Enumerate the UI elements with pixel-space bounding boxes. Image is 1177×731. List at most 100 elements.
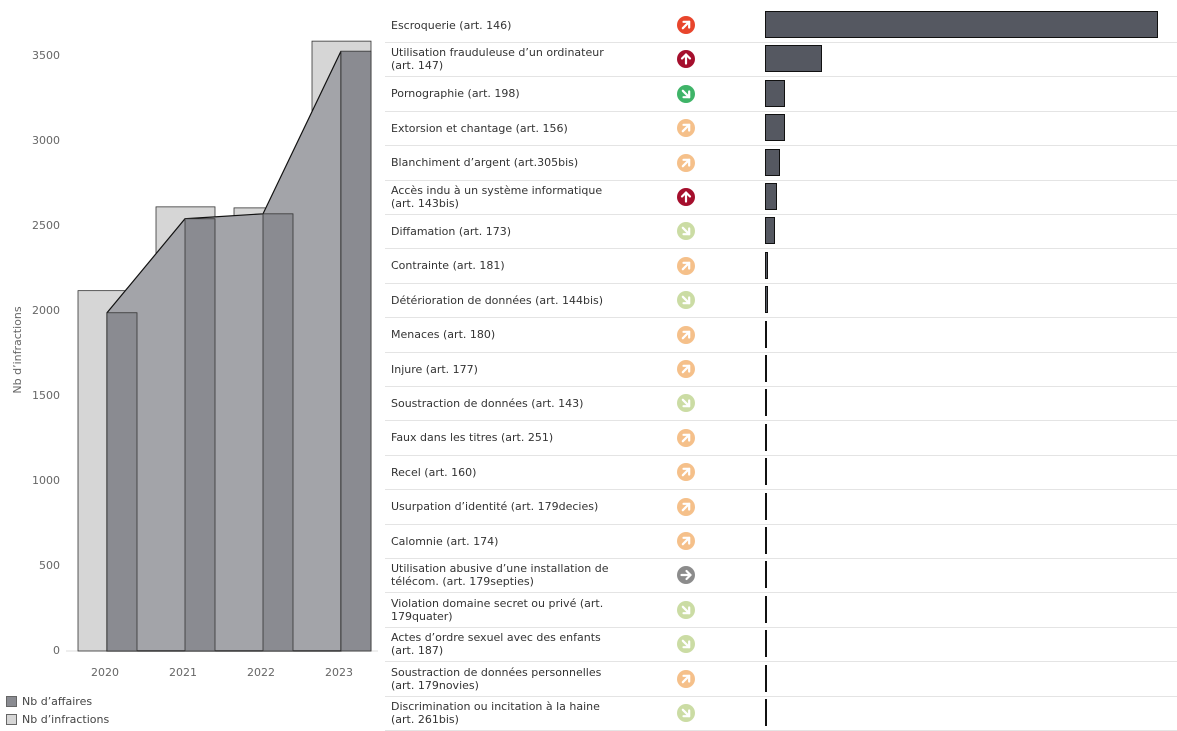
table-row: Soustraction de données (art. 143) (385, 386, 1177, 422)
table-row: Faux dans les titres (art. 251) (385, 421, 1177, 456)
bar (765, 561, 767, 589)
table-row: Utilisation abusive d’une installation d… (385, 558, 1177, 594)
x-tick-label: 2021 (169, 666, 197, 679)
bar (765, 492, 767, 520)
bar (340, 50, 372, 652)
table-row: Usurpation d’identité (art. 179decies) (385, 490, 1177, 525)
row-label: Détérioration de données (art. 144bis) (391, 293, 604, 307)
y-tick-label: 1000 (32, 474, 60, 487)
bar (765, 217, 775, 245)
bar (765, 355, 767, 382)
bar (765, 11, 1158, 38)
table-row: Actes d’ordre sexuel avec des enfants (a… (385, 627, 1177, 663)
bar (765, 114, 785, 142)
bar (106, 312, 138, 652)
trend-icon (677, 16, 695, 34)
trend-icon (677, 256, 695, 275)
bar (765, 79, 785, 107)
bar (765, 699, 767, 726)
trend-icon (677, 497, 695, 516)
y-tick-label: 2500 (32, 219, 60, 232)
trend-icon (677, 532, 695, 550)
bar (765, 45, 822, 73)
table-row: Violation domaine secret ou privé (art. … (385, 593, 1177, 628)
row-label: Extorsion et chantage (art. 156) (391, 121, 568, 135)
row-label: Soustraction de données (art. 143) (391, 396, 584, 410)
bar (765, 527, 767, 554)
bar (184, 218, 216, 652)
legend-item: Nb d’affaires (6, 695, 92, 708)
bar (262, 213, 294, 652)
trend-icon (677, 188, 695, 206)
row-label: Utilisation frauduleuse d’un ordinateur … (391, 46, 604, 73)
legend-label: Nb d’affaires (22, 695, 93, 708)
row-label: Calomnie (art. 174) (391, 534, 499, 548)
trend-icon (677, 463, 695, 482)
row-label: Soustraction de données personnelles (ar… (391, 665, 602, 692)
row-label: Pornographie (art. 198) (391, 87, 520, 101)
trend-icon (677, 600, 695, 619)
trend-icon (677, 428, 695, 447)
trend-icon (677, 566, 695, 585)
trend-icon (677, 394, 695, 413)
x-tick-label: 2020 (91, 666, 119, 679)
table-row: Soustraction de données personnelles (ar… (385, 662, 1177, 697)
trend-icon (677, 50, 695, 69)
bar (765, 630, 767, 658)
table-row: Détérioration de données (art. 144bis) (385, 283, 1177, 319)
table-row: Blanchiment d’argent (art.305bis) (385, 146, 1177, 181)
table-row: Pornographie (art. 198) (385, 77, 1177, 112)
row-label: Actes d’ordre sexuel avec des enfants (a… (391, 631, 601, 658)
trend-icon (677, 325, 695, 344)
row-label: Usurpation d’identité (art. 179decies) (391, 500, 599, 514)
trend-icon (677, 669, 695, 688)
area (106, 50, 342, 652)
bar (765, 664, 767, 692)
row-label: Utilisation abusive d’une installation d… (391, 562, 609, 589)
table-row: Discrimination ou incitation à la haine … (385, 696, 1177, 731)
table-row: Utilisation frauduleuse d’un ordinateur … (385, 42, 1177, 78)
trend-icon (677, 222, 695, 241)
bar (765, 183, 777, 210)
legend-swatch (6, 714, 17, 725)
trend-icon (677, 704, 695, 722)
table-row: Injure (art. 177) (385, 352, 1177, 387)
y-tick-label: 3000 (32, 134, 60, 147)
bar (765, 320, 767, 348)
bar (765, 423, 767, 451)
row-label: Diffamation (art. 173) (391, 224, 512, 238)
row-label: Faux dans les titres (art. 251) (391, 431, 554, 445)
table-row: Diffamation (art. 173) (385, 214, 1177, 250)
bar (765, 148, 780, 176)
legend-label: Nb d’infractions (22, 713, 110, 726)
history-chart: Nb d’infractions 0 500 1000 1500 2000 2500 300… (11, 40, 378, 679)
legend-swatch (6, 696, 17, 707)
trend-icon (677, 84, 695, 103)
table-row: Extorsion et chantage (art. 156) (385, 111, 1177, 147)
table-row: Escroquerie (art. 146) (385, 8, 1177, 43)
trend-icon (677, 291, 695, 310)
trend-icon (677, 635, 695, 654)
table-row: Menaces (art. 180) (385, 318, 1177, 353)
y-tick-label: 2000 (32, 304, 60, 317)
x-tick-label: 2022 (247, 666, 275, 679)
y-tick-label: 500 (39, 559, 60, 572)
trend-icon (677, 153, 695, 172)
x-tick-label: 2023 (325, 666, 353, 679)
y-tick-label: 3500 (32, 49, 60, 62)
row-label: Discrimination ou incitation à la haine … (391, 700, 600, 726)
bar (765, 251, 768, 279)
table-row: Accès indu à un système informatique (ar… (385, 180, 1177, 215)
row-label: Injure (art. 177) (391, 362, 478, 376)
row-label: Escroquerie (art. 146) (391, 18, 512, 32)
row-label: Accès indu à un système informatique (ar… (391, 184, 603, 210)
bar (765, 286, 768, 314)
y-axis-label: Nb d’infractions (11, 306, 24, 393)
table-row: Contrainte (art. 181) (385, 249, 1177, 284)
row-label: Violation domaine secret ou privé (art. … (391, 596, 604, 623)
table-row: Recel (art. 160) (385, 455, 1177, 491)
trend-icon (677, 360, 695, 378)
y-tick-label: 0 (53, 644, 60, 657)
table-row: Calomnie (art. 174) (385, 524, 1177, 559)
